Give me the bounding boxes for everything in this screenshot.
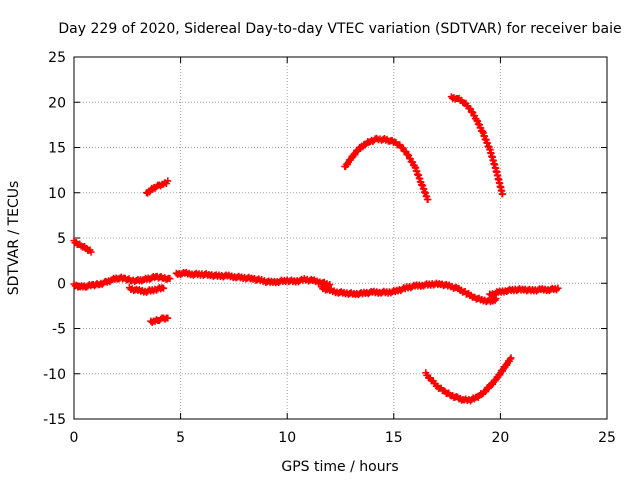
data-series [70, 93, 562, 405]
data-point [166, 275, 174, 283]
y-tick-label: 15 [48, 141, 66, 157]
y-tick-label: 0 [57, 276, 66, 292]
data-point [164, 314, 172, 322]
grid [74, 57, 607, 419]
series-arc-5 [341, 134, 432, 204]
series-arc-8 [70, 272, 174, 291]
series-arc-2 [142, 177, 172, 197]
series-arc-3 [147, 314, 172, 326]
data-point [506, 355, 514, 363]
series-arc-6 [447, 93, 507, 198]
series-arc-9 [172, 268, 334, 290]
series-arc-10 [317, 279, 500, 306]
x-axis-label: GPS time / hours [281, 459, 398, 475]
y-tick-label: -5 [52, 322, 66, 338]
series-arc-7 [422, 354, 515, 405]
x-tick-label: 10 [278, 430, 296, 446]
y-tick-label: -10 [43, 367, 66, 383]
y-axis-label: SDTVAR / TECUs [6, 181, 22, 296]
chart-title: Day 229 of 2020, Sidereal Day-to-day VTE… [58, 21, 621, 37]
x-tick-label: 25 [598, 430, 616, 446]
y-tick-label: 25 [48, 50, 66, 66]
data-point [326, 281, 334, 289]
y-tick-label: -15 [43, 412, 66, 428]
data-point [160, 284, 168, 292]
data-point [164, 177, 172, 185]
data-point [499, 190, 507, 198]
x-tick-label: 0 [70, 430, 79, 446]
y-tick-label: 10 [48, 186, 66, 202]
series-arc-1 [70, 237, 95, 256]
axis-ticks: 0 5 10 15 20 25 -15 -10 -5 0 5 10 15 20 25 [43, 50, 616, 446]
y-tick-label: 20 [48, 95, 66, 111]
series-arc-11 [486, 284, 562, 299]
data-point [554, 284, 562, 292]
x-tick-label: 20 [491, 430, 509, 446]
data-point [507, 354, 515, 362]
series-arc-4 [125, 284, 168, 296]
x-tick-label: 15 [385, 430, 403, 446]
data-point [424, 195, 432, 203]
x-tick-label: 5 [176, 430, 185, 446]
y-tick-label: 5 [57, 231, 66, 247]
data-point [87, 248, 95, 256]
